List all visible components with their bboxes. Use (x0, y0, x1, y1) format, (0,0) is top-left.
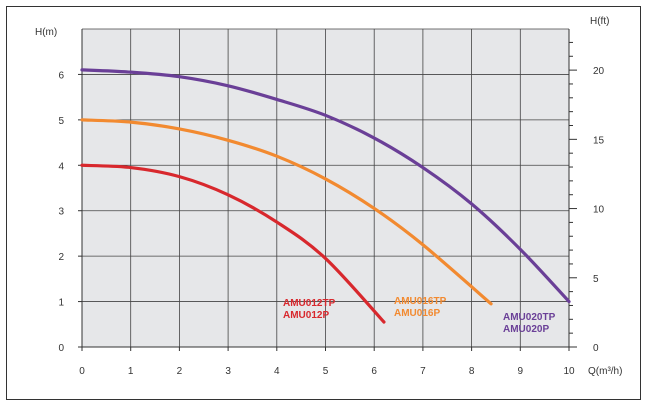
chart-frame (6, 6, 641, 400)
x-tick-label: 10 (563, 366, 575, 377)
x-axis-label: Q(m³/h) (588, 366, 622, 377)
series-label-amu012: AMU012TP (283, 298, 336, 309)
y-right-tick-label: 15 (593, 135, 605, 146)
series-curve-amu020 (80, 68, 571, 304)
y-left-tick-label: 0 (58, 343, 64, 354)
y-left-tick-label: 6 (58, 70, 64, 81)
y-right-tick-label: 20 (593, 66, 605, 77)
y-left-tick-label: 5 (58, 116, 64, 127)
series-label-amu020: AMU020P (503, 324, 549, 335)
x-tick-label: 3 (225, 366, 231, 377)
x-tick-label: 6 (371, 366, 377, 377)
y-right-axis-label: H(ft) (590, 16, 609, 27)
series-curve-amu016 (80, 118, 493, 306)
x-tick-label: 1 (128, 366, 134, 377)
series-curve-amu012 (80, 163, 386, 324)
x-tick-label: 5 (323, 366, 329, 377)
x-tick-label: 0 (79, 366, 85, 377)
y-left-tick-label: 2 (58, 252, 64, 263)
y-left-axis-label: H(m) (35, 27, 57, 38)
x-tick-label: 7 (420, 366, 426, 377)
x-tick-label: 4 (274, 366, 280, 377)
series-label-amu016: AMU016P (394, 308, 440, 319)
x-tick-label: 2 (177, 366, 183, 377)
x-tick-label: 9 (518, 366, 524, 377)
y-left-tick-label: 3 (58, 207, 64, 218)
y-left-tick-label: 4 (58, 161, 64, 172)
series-label-amu016: AMU016TP (394, 296, 447, 307)
y-right-tick-label: 0 (593, 343, 599, 354)
series-label-amu020: AMU020TP (503, 312, 556, 323)
y-left-tick-label: 1 (58, 298, 64, 309)
y-right-tick-label: 10 (593, 205, 605, 216)
y-right-tick-label: 5 (593, 274, 599, 285)
series-label-amu012: AMU012P (283, 310, 329, 321)
x-tick-label: 8 (469, 366, 475, 377)
